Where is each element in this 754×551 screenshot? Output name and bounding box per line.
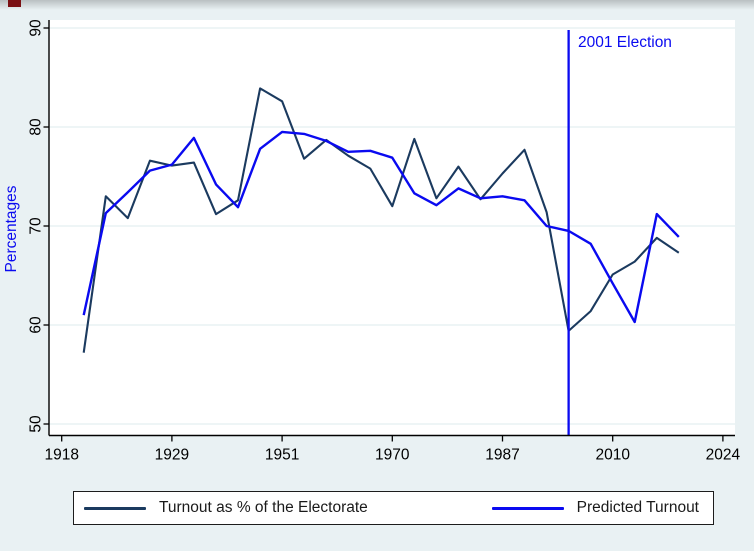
legend-label-predicted: Predicted Turnout (576, 499, 699, 516)
legend-item-predicted-turnout: Predicted Turnout (491, 499, 699, 517)
svg-text:2024: 2024 (706, 447, 741, 464)
svg-text:1929: 1929 (155, 447, 189, 464)
legend-label-actual: Turnout as % of the Electorate (159, 499, 368, 516)
legend-line-sample-predicted (491, 506, 564, 510)
corner-red-mark (8, 0, 21, 7)
svg-text:1987: 1987 (485, 447, 519, 464)
svg-text:60: 60 (28, 316, 45, 334)
legend-line-sample-actual (84, 506, 146, 510)
legend-item-actual-turnout: Turnout as % of the Electorate (84, 499, 368, 517)
vline-annotation-label: 2001 Election (578, 34, 672, 51)
legend: Turnout as % of the Electorate Predicted… (73, 491, 714, 525)
y-axis-title: Percentages (3, 185, 20, 273)
svg-text:70: 70 (28, 217, 45, 235)
series-line-actual-turnout (82, 87, 680, 353)
plot-area (49, 20, 735, 436)
y-axis-ticks: 50 60 70 80 90 (28, 19, 49, 433)
svg-text:1951: 1951 (265, 447, 299, 464)
svg-text:80: 80 (28, 118, 45, 136)
svg-text:90: 90 (28, 19, 45, 37)
gridlines (49, 27, 735, 425)
series-line-predicted-turnout (82, 130, 680, 324)
x-axis-ticks: 1918 1929 1951 1970 1987 2010 2024 (44, 435, 741, 464)
svg-text:50: 50 (28, 415, 45, 433)
svg-text:1918: 1918 (44, 447, 78, 464)
svg-text:2010: 2010 (595, 447, 630, 464)
svg-text:1970: 1970 (375, 447, 410, 464)
